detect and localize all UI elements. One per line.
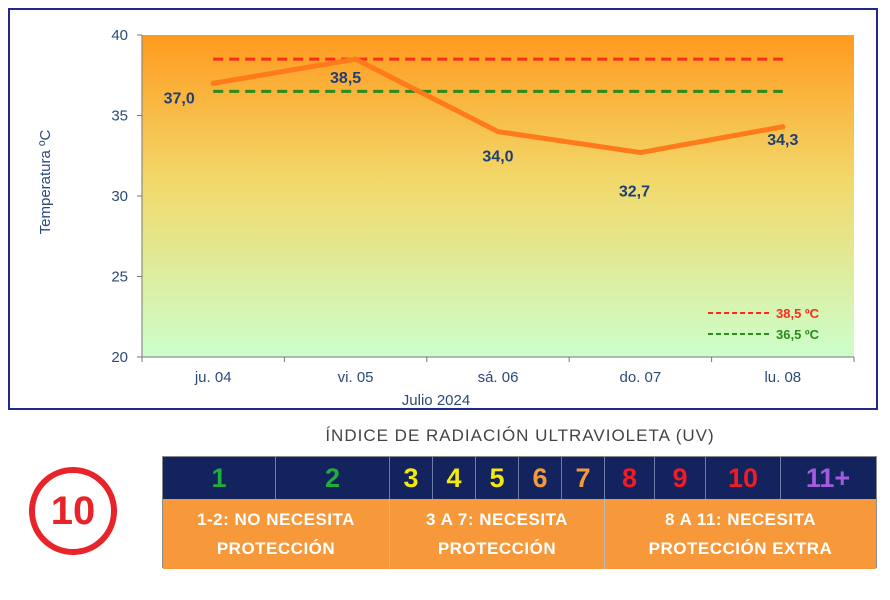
y-tick-label: 25 xyxy=(111,269,128,286)
data-point xyxy=(495,129,501,135)
legend-label: 36,5 ºC xyxy=(776,327,820,342)
uv-level-1: 1 xyxy=(163,457,276,499)
legend-label: 38,5 ºC xyxy=(776,306,820,321)
y-tick-label: 35 xyxy=(111,108,128,125)
uv-level-3: 3 xyxy=(390,457,433,499)
data-point xyxy=(637,150,643,156)
series-layer xyxy=(210,56,786,156)
data-label: 38,5 xyxy=(330,70,361,87)
x-tick-label: lu. 08 xyxy=(764,369,801,386)
axes xyxy=(137,34,855,362)
x-tick-label: sá. 06 xyxy=(478,369,519,386)
temperature-chart-frame: 37,0 38,5 34,0 32,7 34,3 20 25 30 35 40 ju. 04 vi… xyxy=(8,8,878,410)
uv-level-2: 2 xyxy=(276,457,390,499)
uv-scale-table: 1 2 3 4 5 6 7 8 9 10 11+ 1-2: NO NECESITA PROTECCIÓ… xyxy=(162,456,877,569)
uv-level-5: 5 xyxy=(476,457,519,499)
data-labels: 37,0 38,5 34,0 32,7 34,3 xyxy=(164,70,799,200)
uv-level-6: 6 xyxy=(519,457,562,499)
uv-level-10: 10 xyxy=(706,457,781,499)
uv-level-9: 9 xyxy=(655,457,706,499)
x-tick-label: ju. 04 xyxy=(194,369,232,386)
uv-scale-numbers: 1 2 3 4 5 6 7 8 9 10 11+ xyxy=(163,457,876,499)
y-tick-label: 30 xyxy=(111,188,128,205)
uv-level-4: 4 xyxy=(433,457,476,499)
uv-level-7: 7 xyxy=(562,457,605,499)
plot-area xyxy=(142,35,854,357)
x-axis-title: Julio 2024 xyxy=(402,392,470,408)
y-axis-title: Temperatura ºC xyxy=(37,129,54,234)
uv-category-3: 8 A 11: NECESITA PROTECCIÓN EXTRA xyxy=(648,510,833,558)
data-label: 34,3 xyxy=(767,132,798,149)
data-point xyxy=(210,80,216,86)
data-label: 37,0 xyxy=(164,90,195,107)
x-tick-label: do. 07 xyxy=(620,369,662,386)
legend: 38,5 ºC 36,5 ºC xyxy=(708,306,820,342)
uv-scale-categories: 1-2: NO NECESITA PROTECCIÓN 3 A 7: NECESIT… xyxy=(163,499,876,569)
x-tick-label: vi. 05 xyxy=(338,369,374,386)
uv-category-2: 3 A 7: NECESITA PROTECCIÓN xyxy=(390,499,605,569)
uv-category-1: 1-2: NO NECESITA PROTECCIÓN xyxy=(163,499,390,569)
uv-index-title: ÍNDICE DE RADIACIÓN ULTRAVIOLETA (UV) xyxy=(325,426,715,445)
uv-level-8: 8 xyxy=(605,457,655,499)
uv-level-11: 11+ xyxy=(805,462,851,493)
data-label: 34,0 xyxy=(482,149,513,166)
y-tick-label: 40 xyxy=(111,27,128,44)
current-uv-index: 10 xyxy=(29,467,117,555)
data-point xyxy=(353,56,359,62)
y-tick-labels: 20 25 30 35 40 xyxy=(111,27,128,366)
temperature-chart: 37,0 38,5 34,0 32,7 34,3 20 25 30 35 40 ju. 04 vi… xyxy=(37,27,855,408)
x-tick-labels: ju. 04 vi. 05 sá. 06 do. 07 lu. 08 xyxy=(194,369,801,386)
data-point xyxy=(780,124,786,130)
data-label: 32,7 xyxy=(619,184,650,201)
y-tick-label: 20 xyxy=(111,349,128,366)
